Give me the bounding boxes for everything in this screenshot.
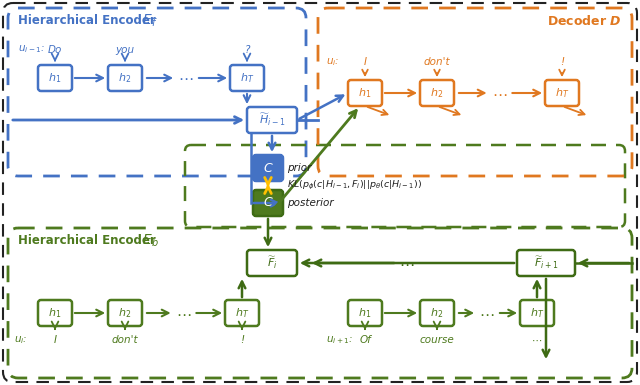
Text: you: you	[115, 45, 134, 55]
Text: $\cdots$: $\cdots$	[176, 306, 191, 320]
Text: $u_{i+1}$:: $u_{i+1}$:	[326, 334, 353, 346]
Text: $h_2$: $h_2$	[118, 306, 132, 320]
FancyBboxPatch shape	[247, 250, 297, 276]
Text: prior: prior	[287, 163, 312, 173]
FancyBboxPatch shape	[420, 300, 454, 326]
Text: $C$: $C$	[262, 161, 273, 174]
Text: $\boldsymbol{E_f}$: $\boldsymbol{E_f}$	[138, 13, 158, 29]
Text: Decoder $\boldsymbol{D}$: Decoder $\boldsymbol{D}$	[547, 14, 622, 28]
Text: $\cdots$: $\cdots$	[492, 85, 508, 100]
Text: Hierarchical Encoder: Hierarchical Encoder	[18, 15, 156, 27]
Text: $u_i$:: $u_i$:	[326, 56, 340, 68]
Text: $\boldsymbol{E_b}$: $\boldsymbol{E_b}$	[138, 233, 159, 249]
Text: $h_T$: $h_T$	[555, 86, 569, 100]
FancyBboxPatch shape	[225, 300, 259, 326]
Text: don't: don't	[424, 57, 451, 67]
FancyBboxPatch shape	[348, 80, 382, 106]
FancyBboxPatch shape	[230, 65, 264, 91]
Text: $h_2$: $h_2$	[431, 306, 444, 320]
Text: $\cdots$: $\cdots$	[399, 256, 415, 271]
Text: ?: ?	[244, 45, 250, 55]
FancyBboxPatch shape	[348, 300, 382, 326]
Text: $h_1$: $h_1$	[358, 86, 372, 100]
FancyBboxPatch shape	[253, 190, 283, 216]
Text: $h_T$: $h_T$	[530, 306, 544, 320]
Text: $C$: $C$	[262, 196, 273, 209]
Text: $u_{i-1}$:: $u_{i-1}$:	[18, 43, 45, 55]
Text: I: I	[54, 335, 56, 345]
Text: posterior: posterior	[287, 198, 333, 208]
FancyBboxPatch shape	[545, 80, 579, 106]
FancyBboxPatch shape	[38, 65, 72, 91]
Text: Hierarchical Encoder: Hierarchical Encoder	[18, 234, 156, 248]
Text: don't: don't	[112, 335, 138, 345]
Text: $h_1$: $h_1$	[49, 71, 61, 85]
Text: $\widetilde{H}_{i-1}$: $\widetilde{H}_{i-1}$	[259, 112, 285, 128]
Text: $h_1$: $h_1$	[49, 306, 61, 320]
Text: $h_2$: $h_2$	[431, 86, 444, 100]
Text: $h_2$: $h_2$	[118, 71, 132, 85]
Text: $\cdots$: $\cdots$	[179, 70, 194, 85]
Text: Do: Do	[48, 45, 62, 55]
Text: $h_1$: $h_1$	[358, 306, 372, 320]
Text: !: !	[560, 57, 564, 67]
Text: $\widetilde{F}_i$: $\widetilde{F}_i$	[267, 255, 277, 271]
FancyBboxPatch shape	[38, 300, 72, 326]
FancyBboxPatch shape	[247, 107, 297, 133]
FancyBboxPatch shape	[253, 155, 283, 181]
Text: course: course	[420, 335, 454, 345]
Text: $\widetilde{F}_{i+1}$: $\widetilde{F}_{i+1}$	[534, 255, 558, 271]
Text: I: I	[364, 57, 367, 67]
Text: Of: Of	[359, 335, 371, 345]
FancyBboxPatch shape	[420, 80, 454, 106]
Text: $h_T$: $h_T$	[235, 306, 249, 320]
Text: $KL(p_\phi(c|H_{i-1},F_i)||p_\theta(c|H_{i-1}))$: $KL(p_\phi(c|H_{i-1},F_i)||p_\theta(c|H_…	[287, 179, 422, 192]
FancyBboxPatch shape	[108, 65, 142, 91]
FancyBboxPatch shape	[108, 300, 142, 326]
Text: $u_i$:: $u_i$:	[14, 334, 28, 346]
FancyBboxPatch shape	[517, 250, 575, 276]
Text: !: !	[240, 335, 244, 345]
Text: $h_T$: $h_T$	[240, 71, 254, 85]
FancyBboxPatch shape	[520, 300, 554, 326]
Text: $\cdots$: $\cdots$	[531, 335, 543, 345]
Text: $\cdots$: $\cdots$	[479, 306, 495, 320]
